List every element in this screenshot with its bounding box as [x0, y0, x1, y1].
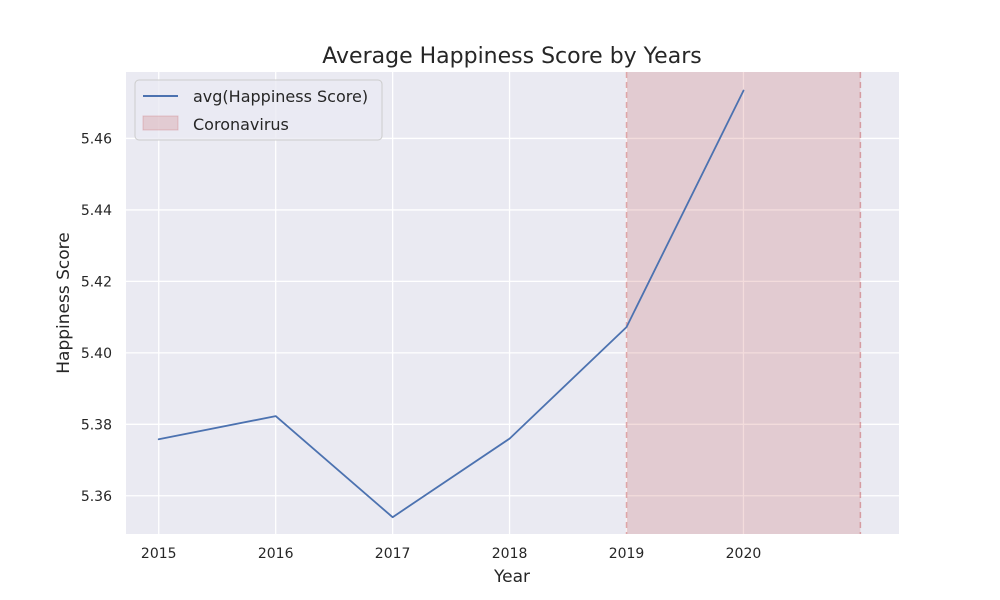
y-tick-label: 5.46: [81, 131, 112, 147]
legend-label-series: avg(Happiness Score): [193, 87, 368, 106]
gridlines: [126, 72, 899, 534]
legend-span-swatch: [142, 115, 179, 131]
x-tick-label: 2017: [375, 546, 411, 562]
y-tick-label: 5.36: [81, 489, 112, 505]
y-tick-label: 5.44: [81, 203, 112, 219]
x-tick-labels: 2015 2016 2017 2018 2019 2020: [141, 546, 761, 562]
series-line-avg-happiness-score: [157, 89, 745, 519]
y-tick-label: 5.38: [81, 417, 112, 433]
x-tick-label: 2018: [492, 546, 528, 562]
y-tick-labels: 5.36 5.38 5.40 5.42 5.44 5.46: [81, 131, 112, 504]
x-tick-label: 2015: [141, 546, 177, 562]
y-tick-label: 5.40: [81, 346, 112, 362]
highlight-spans: [625, 72, 862, 534]
legend: avg(Happiness Score) Coronavirus: [134, 79, 383, 141]
legend-label-span: Coronavirus: [193, 115, 289, 134]
span-coronavirus: [626, 72, 861, 534]
data-series: [157, 89, 745, 519]
x-tick-label: 2016: [258, 546, 294, 562]
legend-frame: [134, 79, 383, 141]
y-axis-label: Happiness Score: [54, 232, 74, 373]
x-axis-label: Year: [493, 567, 530, 587]
chart-title: Average Happiness Score by Years: [322, 44, 701, 69]
y-tick-label: 5.42: [81, 274, 112, 290]
x-tick-label: 2019: [609, 546, 645, 562]
plot-background: [126, 72, 899, 534]
x-tick-label: 2020: [726, 546, 762, 562]
